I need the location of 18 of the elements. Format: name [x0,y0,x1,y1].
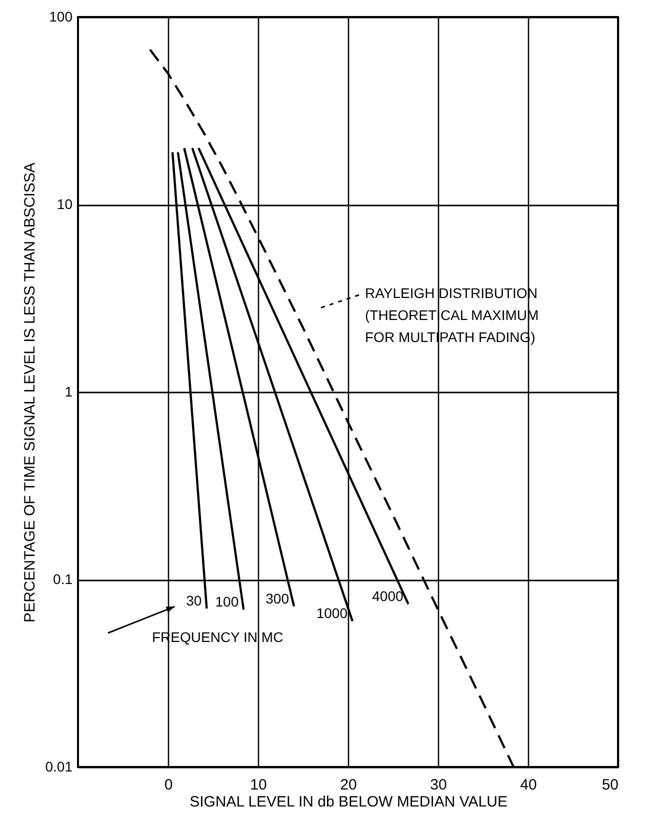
y-tick-label: 0.1 [53,571,73,587]
series-label: 300 [266,590,290,606]
x-tick-label: 0 [164,776,173,794]
x-tick-label: 20 [340,776,357,794]
y-tick-label: 100 [49,8,73,24]
x-axis-title: SIGNAL LEVEL IN db BELOW MEDIAN VALUE [190,794,508,810]
series-label: 100 [215,594,239,610]
x-tick-label: 40 [520,776,537,794]
series-label: 1000 [316,605,348,622]
series-label: 4000 [372,588,404,604]
y-tick-label: 1 [64,384,73,400]
y-tick-label: 0.01 [45,758,73,774]
y-axis-title: PERCENTAGE OF TIME SIGNAL LEVEL IS LESS THAN ABSCISSA [21,162,38,622]
x-tick-label: 50 [602,776,618,794]
x-tick-label: 10 [250,776,267,794]
y-tick-label: 10 [56,196,73,212]
legend-label: 30 [186,592,202,609]
x-tick-label: 30 [430,776,447,794]
